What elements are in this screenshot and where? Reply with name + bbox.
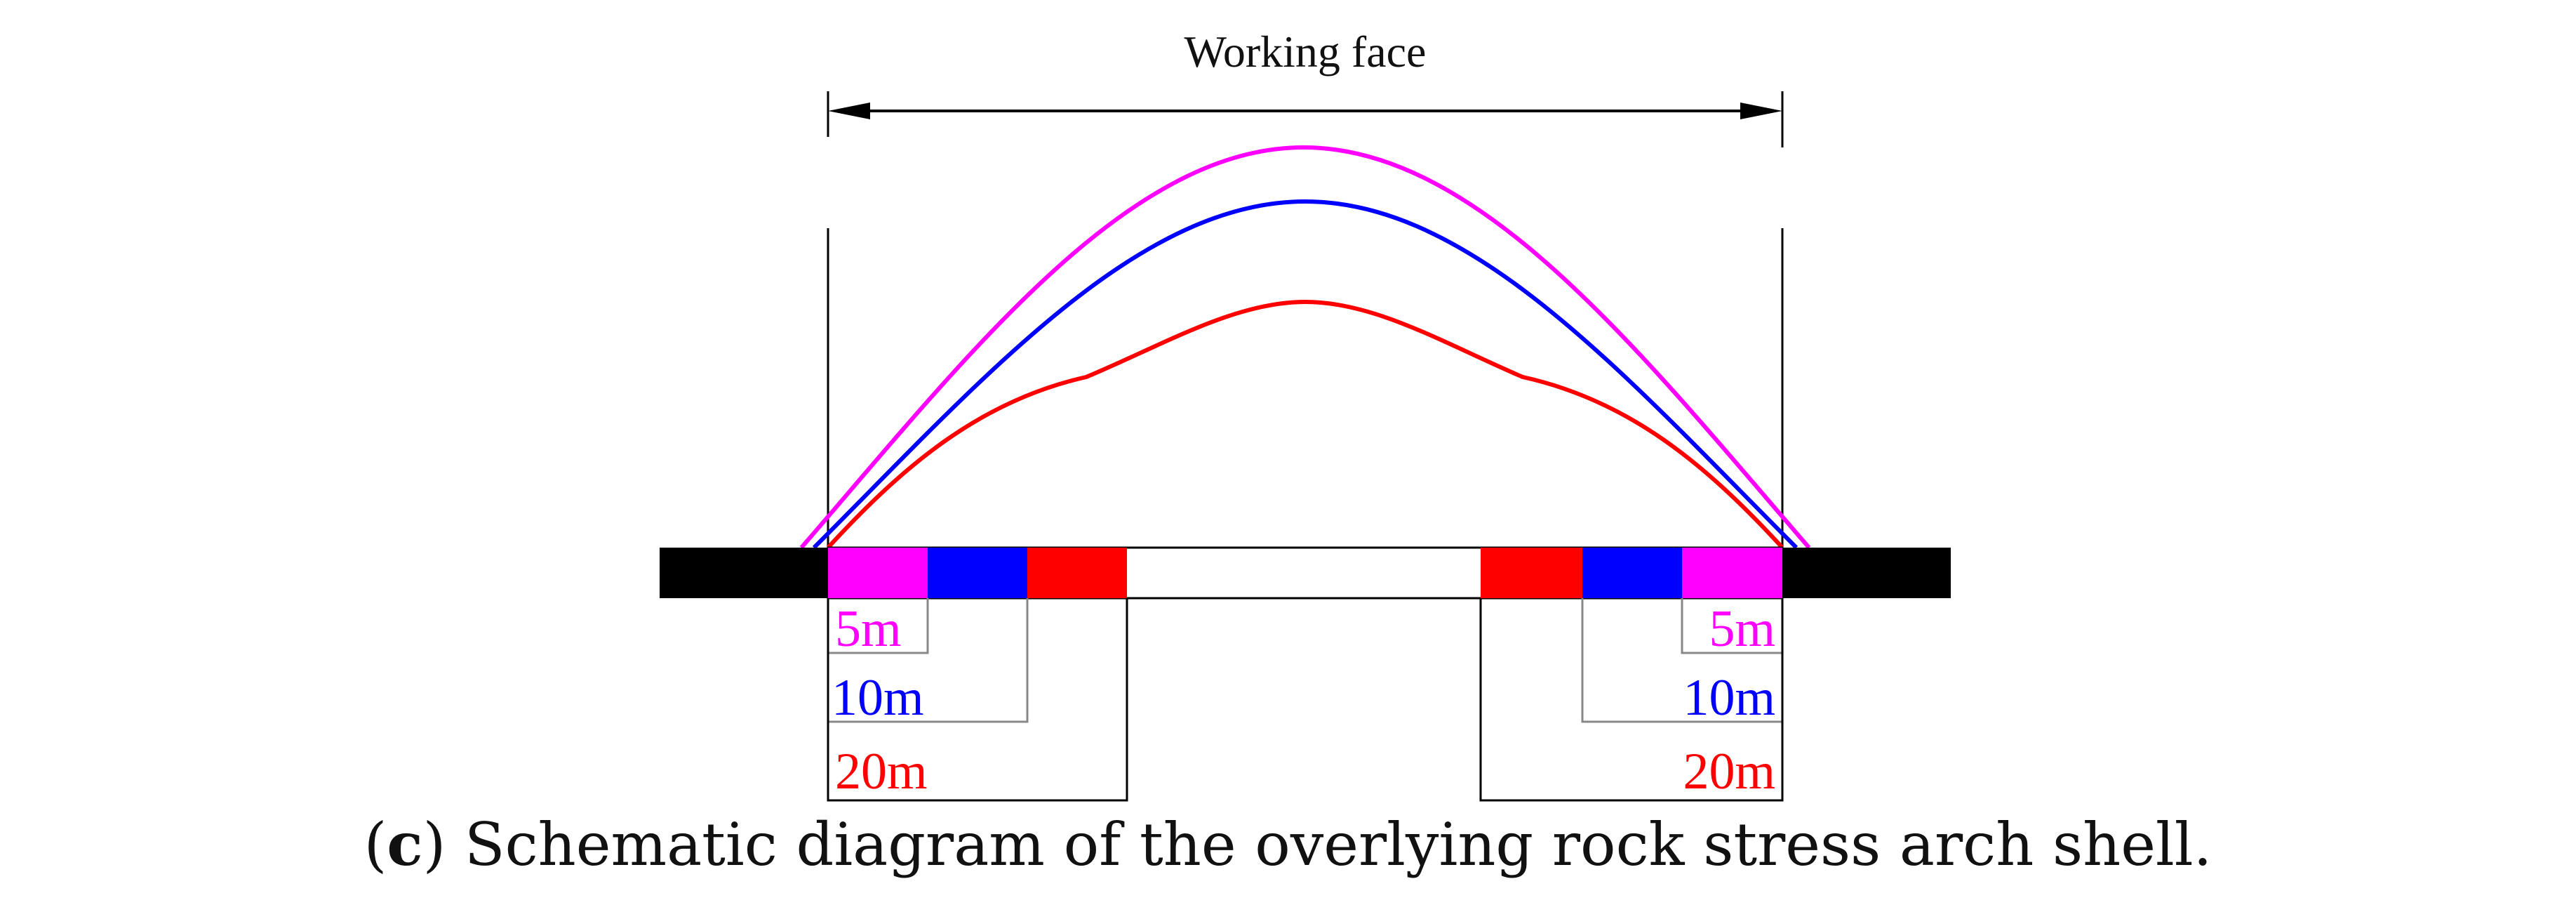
arch-10m (812, 199, 1798, 550)
legend-20m-right: 20m (1683, 743, 1775, 800)
legend-5m-right: 5m (1709, 600, 1775, 658)
arch-20m (826, 299, 1784, 550)
zone-5m-left (828, 548, 928, 598)
legend-right: 5m 10m 20m (1479, 598, 1784, 802)
working-face-label: Working face (1184, 27, 1427, 77)
legend-left: 5m 10m 20m (827, 598, 1128, 802)
legend-20m-left: 20m (835, 743, 928, 800)
legend-10m-right: 10m (1683, 669, 1775, 727)
zone-20m-left (1027, 548, 1127, 598)
legend-10m-left: 10m (832, 669, 924, 727)
legend-5m-left: 5m (835, 600, 902, 658)
zone-20m-right (1481, 548, 1582, 598)
arch-5m (799, 145, 1811, 549)
coal-pillar-left (660, 548, 828, 598)
figure-caption: (c) Schematic diagram of the overlying r… (363, 809, 2213, 879)
legend-box-20m-left (827, 598, 1128, 802)
zone-10m-right (1582, 548, 1682, 598)
dimension-arrow-left (828, 103, 870, 119)
legend-box-20m-right (1479, 598, 1784, 802)
caption-text: Schematic diagram of the overlying rock … (446, 810, 2213, 879)
zone-5m-right (1682, 548, 1782, 598)
dimension-arrow-right (1740, 103, 1782, 119)
coal-pillar-right (1782, 548, 1951, 598)
zone-10m-left (928, 548, 1027, 598)
caption-label: c (387, 809, 423, 879)
